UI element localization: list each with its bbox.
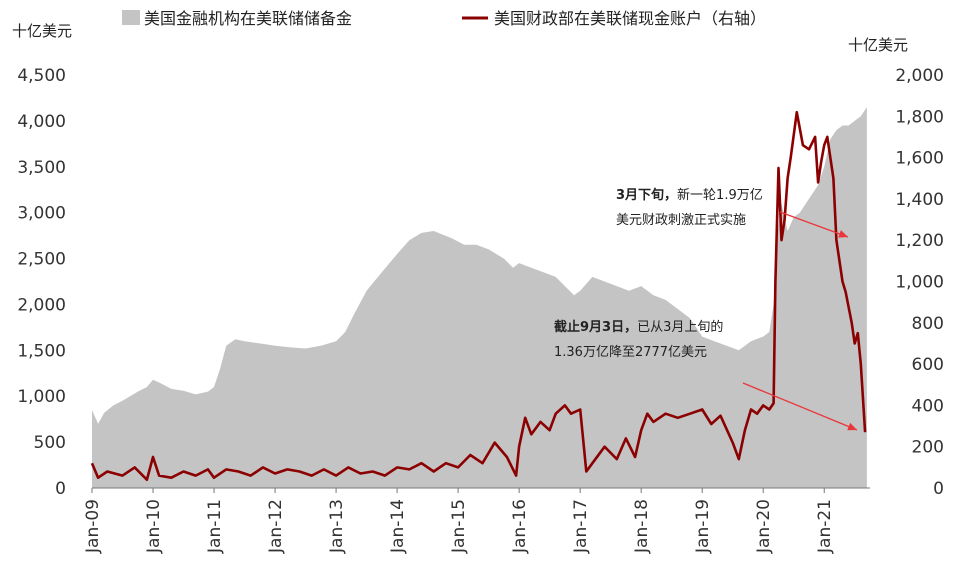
annotation-1-arrow bbox=[779, 211, 849, 238]
legend-swatch-reserves bbox=[122, 10, 140, 25]
legend-label-reserves: 美国金融机构在美联储储备金 bbox=[144, 9, 352, 28]
left-tick-label: 3,000 bbox=[17, 204, 66, 224]
left-tick-label: 2,500 bbox=[17, 250, 66, 270]
x-tick-label: Jan-10 bbox=[144, 499, 164, 554]
right-tick-label: 400 bbox=[912, 396, 944, 416]
x-tick-label: Jan-14 bbox=[388, 499, 408, 554]
annotation-1-arrow-head bbox=[838, 230, 848, 238]
annotation-1-text: 新一轮1.9万亿 bbox=[677, 187, 763, 203]
left-tick-label: 3,500 bbox=[17, 158, 66, 178]
x-tick-label: Jan-09 bbox=[83, 499, 103, 554]
x-tick-label: Jan-12 bbox=[266, 499, 286, 554]
legend: 美国金融机构在美联储储备金 美国财政部在美联储现金账户（右轴） bbox=[122, 9, 766, 28]
left-tick-label: 500 bbox=[34, 433, 66, 453]
left-tick-label: 2,000 bbox=[17, 295, 66, 315]
annotation-1-bold: 3月下旬， bbox=[616, 187, 677, 203]
legend-label-treasury: 美国财政部在美联储现金账户（右轴） bbox=[494, 9, 766, 28]
annotation-1-line1: 3月下旬，新一轮1.9万亿 bbox=[616, 187, 763, 203]
left-tick-label: 1,500 bbox=[17, 341, 66, 361]
right-tick-label: 200 bbox=[912, 438, 944, 458]
annotation-2-bold: 截止9月3日， bbox=[554, 319, 637, 335]
annotation-2-line2: 1.36万亿降至2777亿美元 bbox=[554, 345, 707, 360]
left-tick-label: 4,500 bbox=[17, 66, 66, 86]
right-tick-label: 1,000 bbox=[895, 273, 944, 293]
annotations-layer: 3月下旬，新一轮1.9万亿美元财政刺激正式实施截止9月3日，已从3月上旬的1.3… bbox=[554, 187, 858, 431]
right-tick-label: 1,800 bbox=[895, 107, 944, 127]
right-tick-label: 0 bbox=[933, 479, 944, 499]
right-tick-label: 600 bbox=[912, 355, 944, 375]
annotation-2-arrow-head bbox=[847, 422, 857, 431]
x-tick-label: Jan-11 bbox=[205, 499, 225, 554]
annotation-2-line1: 截止9月3日，已从3月上旬的 bbox=[554, 319, 723, 335]
reserves-area bbox=[92, 107, 867, 488]
right-tick-label: 1,200 bbox=[895, 231, 944, 251]
treasury-cash-line bbox=[90, 110, 867, 481]
axes-layer: 0 500 1,000 1,500 2,000 2,500 3,000 3,500 4,000 4… bbox=[12, 22, 944, 554]
x-tick-label: Jan-18 bbox=[632, 499, 652, 554]
left-tick-label: 1,000 bbox=[17, 387, 66, 407]
x-tick-label: Jan-20 bbox=[754, 499, 774, 554]
left-axis-unit: 十亿美元 bbox=[12, 22, 72, 40]
annotation-1-line2: 美元财政刺激正式实施 bbox=[616, 213, 746, 228]
reserves-area-layer bbox=[92, 107, 867, 488]
right-axis-unit: 十亿美元 bbox=[848, 36, 908, 54]
right-tick-label: 800 bbox=[912, 314, 944, 334]
treasury-line-layer bbox=[90, 110, 867, 481]
right-tick-label: 1,400 bbox=[895, 190, 944, 210]
x-tick-label: Jan-16 bbox=[510, 499, 530, 554]
right-tick-label: 1,600 bbox=[895, 149, 944, 169]
annotation-2-arrow bbox=[742, 382, 858, 431]
right-tick-label: 2,000 bbox=[895, 66, 944, 86]
annotation-2-text: 已从3月上旬的 bbox=[637, 319, 723, 335]
x-tick-label: Jan-21 bbox=[815, 499, 835, 554]
x-tick-label: Jan-13 bbox=[327, 499, 347, 554]
x-tick-label: Jan-15 bbox=[449, 499, 469, 554]
left-tick-label: 0 bbox=[55, 479, 66, 499]
x-tick-label: Jan-17 bbox=[571, 499, 591, 554]
x-tick-label: Jan-19 bbox=[693, 499, 713, 554]
left-tick-label: 4,000 bbox=[17, 112, 66, 132]
